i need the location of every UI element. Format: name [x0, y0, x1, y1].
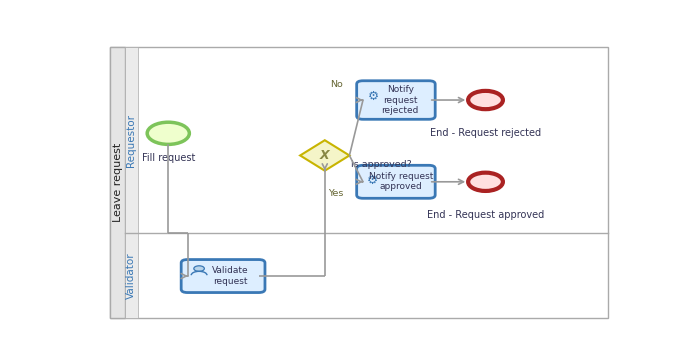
- Text: Leave request: Leave request: [113, 143, 122, 222]
- Circle shape: [468, 173, 503, 191]
- Text: Fill request: Fill request: [141, 153, 195, 163]
- Text: Notify
request
rejected: Notify request rejected: [381, 85, 419, 115]
- Text: End - Request approved: End - Request approved: [427, 210, 544, 220]
- FancyBboxPatch shape: [357, 165, 435, 198]
- FancyBboxPatch shape: [181, 260, 265, 293]
- Text: ⚙: ⚙: [367, 174, 378, 187]
- Text: ⚙: ⚙: [368, 90, 379, 103]
- Text: End - Request rejected: End - Request rejected: [430, 128, 541, 138]
- FancyBboxPatch shape: [125, 48, 137, 318]
- Circle shape: [147, 122, 189, 144]
- Text: Notify request
approved: Notify request approved: [369, 172, 433, 192]
- Text: No: No: [330, 81, 343, 90]
- FancyBboxPatch shape: [110, 48, 125, 318]
- Circle shape: [468, 91, 503, 109]
- Text: Is approved?: Is approved?: [352, 160, 412, 169]
- FancyBboxPatch shape: [357, 81, 435, 119]
- Polygon shape: [300, 140, 350, 171]
- Text: Requestor: Requestor: [126, 114, 137, 167]
- Text: Validate
request: Validate request: [212, 266, 249, 286]
- Text: X: X: [320, 149, 330, 162]
- FancyBboxPatch shape: [110, 48, 608, 318]
- Circle shape: [194, 266, 205, 271]
- Text: Validator: Validator: [126, 252, 137, 299]
- Text: Yes: Yes: [328, 189, 344, 198]
